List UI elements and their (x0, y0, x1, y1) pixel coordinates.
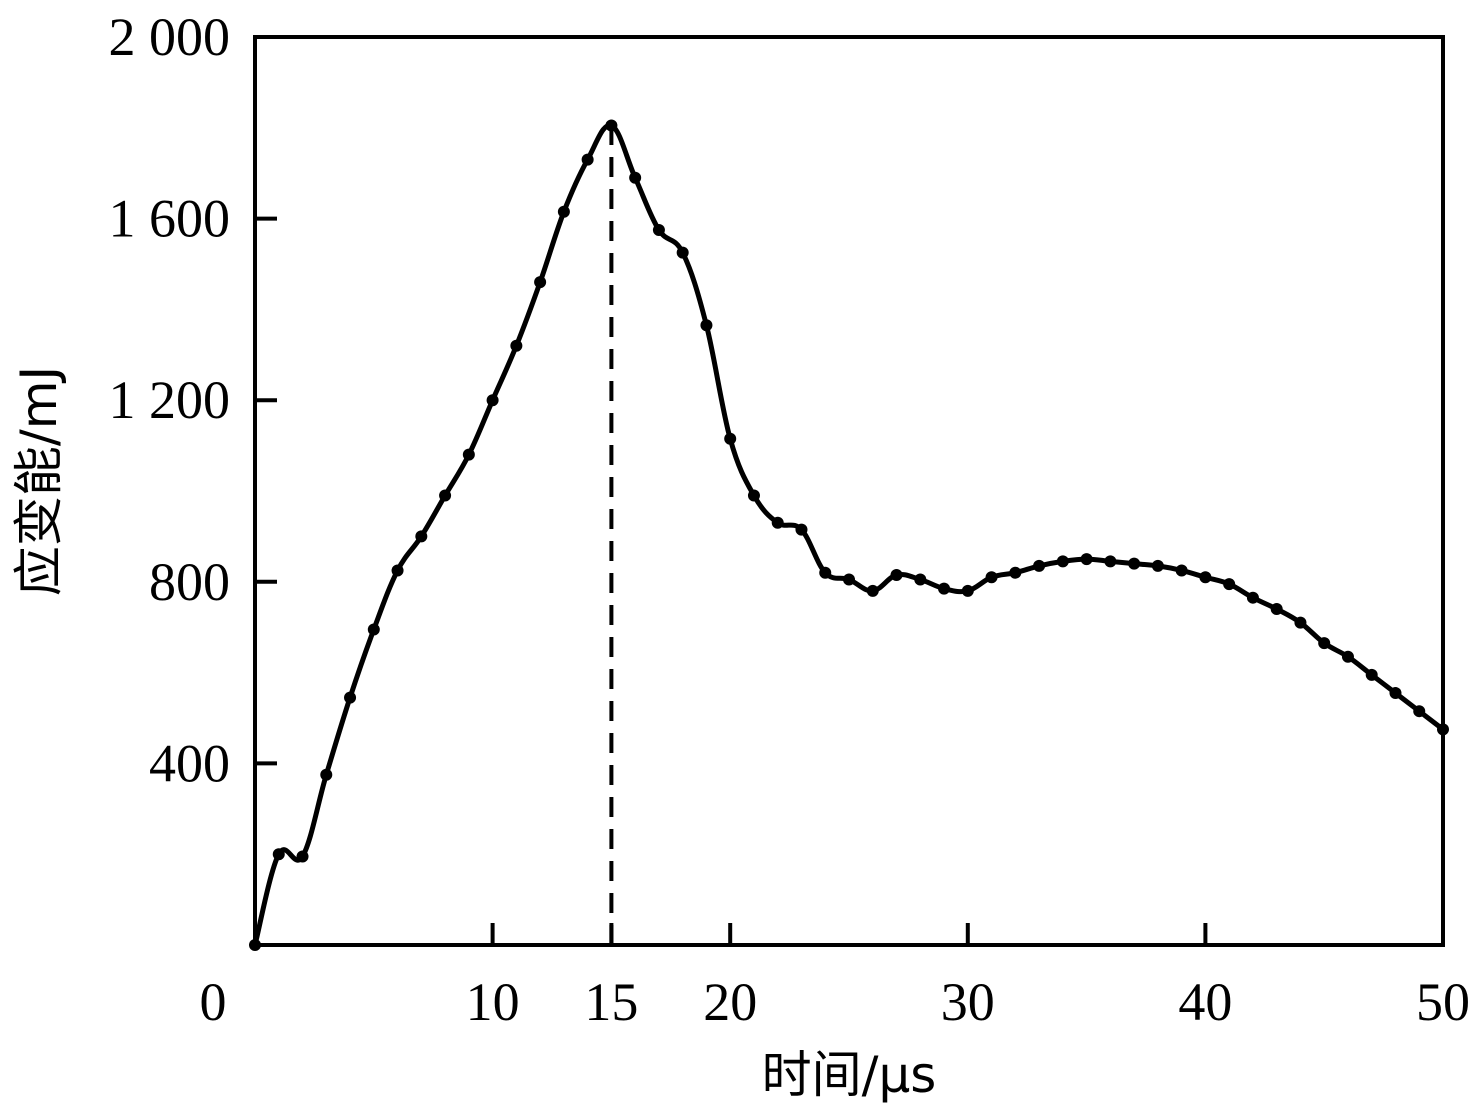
data-point (296, 850, 309, 863)
data-point (1270, 603, 1283, 616)
x-tick-label: 15 (584, 972, 638, 1032)
data-point (439, 489, 452, 502)
data-point (486, 394, 499, 407)
data-point (557, 205, 570, 218)
x-tick-label: 10 (466, 972, 520, 1032)
x-tick-label: 50 (1416, 972, 1470, 1032)
x-tick-label: 0 (200, 972, 227, 1032)
data-point (1199, 571, 1212, 584)
x-tick-label: 40 (1178, 972, 1232, 1032)
data-point (1175, 564, 1188, 577)
data-point (724, 432, 737, 445)
y-tick-label: 800 (149, 552, 230, 612)
data-point (1223, 578, 1236, 591)
data-point (1056, 555, 1069, 568)
data-point (985, 571, 998, 584)
data-point (391, 564, 404, 577)
data-point (629, 171, 642, 184)
data-point (1104, 555, 1117, 568)
data-point (344, 691, 357, 704)
x-axis-title: 时间/μs (762, 1046, 937, 1104)
y-tick-label: 400 (149, 733, 230, 793)
axis-ticks (255, 216, 1208, 945)
data-point (1246, 591, 1259, 604)
y-axis-title: 应变能/mJ (10, 366, 68, 596)
data-point (415, 530, 428, 543)
y-tick-label: 1 200 (109, 370, 231, 430)
plot-frame (253, 35, 1445, 947)
y-tick-label: 2 000 (109, 7, 231, 67)
data-point (866, 584, 879, 597)
x-tick-label: 30 (941, 972, 995, 1032)
data-point (510, 339, 523, 352)
data-point (771, 516, 784, 529)
data-point (890, 568, 903, 581)
data-point (1318, 637, 1331, 650)
data-point (1009, 566, 1022, 579)
data-point (320, 768, 333, 781)
data-point (534, 276, 547, 289)
data-point (272, 848, 285, 861)
data-point (1294, 616, 1307, 629)
data-point (961, 584, 974, 597)
data-point (652, 223, 665, 236)
data-point (1128, 557, 1141, 570)
series-line (252, 122, 1446, 948)
data-point (914, 573, 927, 586)
data-point (938, 582, 951, 595)
y-tick-label: 1 600 (109, 189, 231, 249)
data-point (700, 319, 713, 332)
data-point (1389, 687, 1402, 700)
data-point (747, 489, 760, 502)
data-point (1341, 650, 1354, 663)
tick-labels: 0 10 15 20 30 40 50 400 800 1 200 1 600 2 000 (109, 7, 1471, 1032)
data-point (1080, 553, 1093, 566)
data-point (1365, 668, 1378, 681)
data-point (676, 246, 689, 259)
data-point (843, 573, 855, 586)
data-point (1151, 559, 1164, 572)
data-point (795, 523, 808, 536)
data-point (367, 623, 380, 636)
data-points (249, 119, 1449, 951)
data-point (462, 448, 475, 461)
data-point (819, 566, 832, 579)
data-point (605, 119, 618, 132)
data-point (1413, 705, 1426, 718)
data-point (1033, 559, 1046, 572)
data-point (581, 153, 594, 166)
x-tick-label: 20 (703, 972, 757, 1032)
